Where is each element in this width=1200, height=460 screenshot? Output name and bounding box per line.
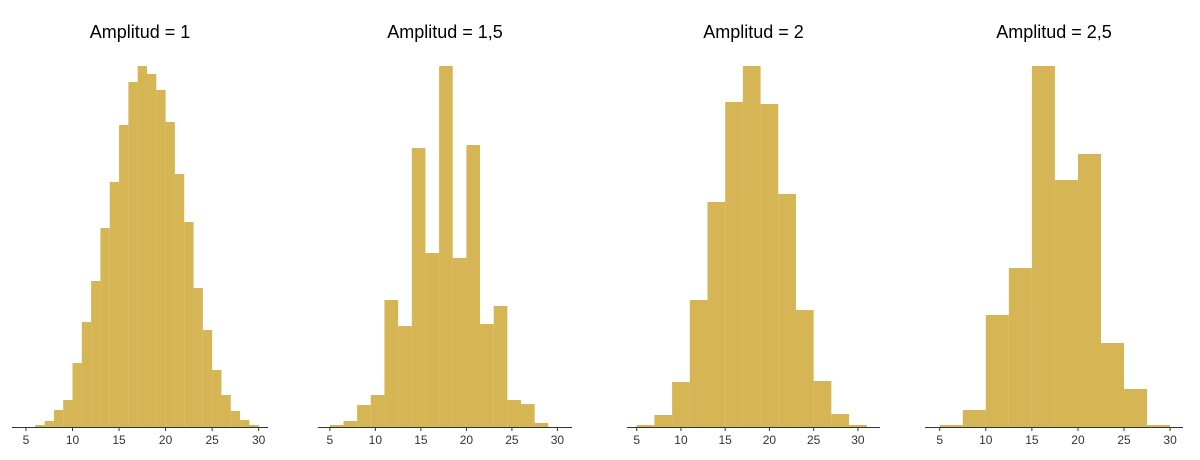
x-tick-label: 25 <box>505 433 519 447</box>
x-tick-label: 10 <box>66 433 80 447</box>
bar <box>452 258 467 427</box>
bar <box>146 74 157 427</box>
bar <box>63 400 73 427</box>
bar <box>221 395 231 427</box>
bar <box>831 414 850 427</box>
bar <box>795 310 814 427</box>
x-tick-label: 5 <box>23 433 30 447</box>
bar <box>1147 425 1171 427</box>
bar <box>230 411 241 427</box>
x-tick-label: 20 <box>460 433 474 447</box>
x-tick-label: 10 <box>369 433 383 447</box>
bar <box>493 306 508 427</box>
bar <box>439 66 453 427</box>
bar <box>343 421 358 427</box>
bar <box>100 228 110 427</box>
bar <box>81 322 92 427</box>
bar <box>425 253 440 427</box>
bar <box>109 182 120 427</box>
bar <box>202 330 213 427</box>
bar <box>636 425 655 427</box>
bar <box>466 145 481 427</box>
x-tick-label: 20 <box>763 433 777 447</box>
x-tick-label: 15 <box>1025 433 1039 447</box>
bar <box>1054 180 1078 427</box>
chart-title: Amplitud = 2 <box>703 22 804 42</box>
bar <box>193 288 203 427</box>
bar <box>411 148 426 427</box>
bar <box>128 82 138 427</box>
x-tick-label: 15 <box>719 433 733 447</box>
bar <box>1124 389 1148 427</box>
bar <box>813 381 832 427</box>
bar <box>1100 343 1125 427</box>
bar <box>939 425 963 427</box>
bar <box>137 66 147 427</box>
bar <box>707 202 726 427</box>
bar <box>725 102 743 427</box>
bar <box>1008 268 1032 427</box>
bar <box>985 315 1009 427</box>
bar <box>165 122 175 427</box>
x-tick-label: 10 <box>674 433 688 447</box>
bar <box>44 421 54 427</box>
bar <box>521 404 535 427</box>
bar <box>53 410 64 427</box>
bar <box>384 300 399 427</box>
bar <box>507 400 522 427</box>
chart-title: Amplitud = 1,5 <box>387 22 503 42</box>
bar <box>654 415 673 427</box>
bar <box>174 174 185 427</box>
x-tick-label: 5 <box>326 433 333 447</box>
x-tick-label: 25 <box>807 433 821 447</box>
x-tick-label: 30 <box>851 433 865 447</box>
chart-title: Amplitud = 1 <box>90 22 191 42</box>
x-tick-label: 30 <box>1163 433 1177 447</box>
x-tick-label: 15 <box>112 433 126 447</box>
bar <box>156 90 166 427</box>
bar <box>1031 66 1055 427</box>
bar <box>398 326 412 427</box>
bar <box>240 420 250 427</box>
bar <box>212 370 222 427</box>
bar <box>672 382 690 427</box>
bar <box>370 395 385 427</box>
bar <box>72 363 82 427</box>
x-tick-label: 10 <box>979 433 993 447</box>
bar <box>760 104 779 427</box>
bar <box>91 281 101 427</box>
bar <box>534 423 549 427</box>
bar <box>742 66 761 427</box>
bar <box>689 300 708 427</box>
bar <box>778 194 796 427</box>
bar <box>119 125 129 427</box>
x-tick-label: 25 <box>205 433 219 447</box>
x-tick-label: 20 <box>1071 433 1085 447</box>
bar <box>184 222 194 427</box>
bar <box>329 425 344 427</box>
x-tick-label: 20 <box>159 433 173 447</box>
chart-title: Amplitud = 2,5 <box>996 22 1112 42</box>
x-tick-label: 5 <box>936 433 943 447</box>
x-tick-label: 25 <box>1117 433 1131 447</box>
x-tick-label: 5 <box>633 433 640 447</box>
bar <box>962 410 986 427</box>
bar <box>1077 154 1101 427</box>
bar <box>849 425 867 427</box>
bar <box>357 405 371 427</box>
bar <box>35 425 45 427</box>
x-tick-label: 15 <box>414 433 428 447</box>
bar <box>480 324 494 427</box>
bar <box>249 425 259 427</box>
x-tick-label: 30 <box>551 433 565 447</box>
x-tick-label: 30 <box>252 433 266 447</box>
